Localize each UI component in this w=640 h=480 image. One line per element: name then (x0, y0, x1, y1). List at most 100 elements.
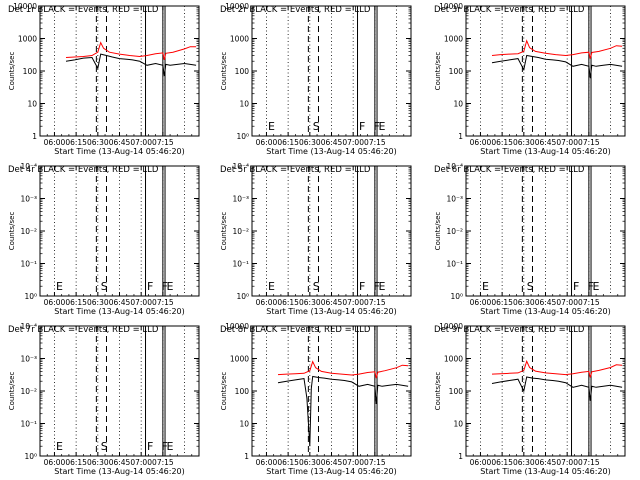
flag-label: S (101, 280, 108, 293)
x-tick-label: 06:15 (277, 298, 299, 307)
y-tick-label: 10⁻³ (232, 195, 249, 204)
flag-label: F (359, 280, 365, 293)
flag-label: E (56, 280, 63, 293)
flag-label: F (147, 440, 153, 453)
flag-label: E (593, 280, 600, 293)
y-tick-label: 10⁻³ (20, 195, 37, 204)
flag-label: F (359, 120, 365, 133)
x-tick-label: 06:15 (277, 138, 299, 147)
y-axis-label: Counts/sec (8, 52, 16, 91)
panel-title: Det 8r BLACK = Events, RED = LLD (220, 325, 371, 335)
y-tick-label: 10000 (439, 322, 463, 331)
x-axis-label: Start Time (13-Aug-14 05:46:20) (54, 467, 185, 476)
y-tick-label: 100 (449, 387, 464, 396)
y-axis-label: Counts/sec (434, 372, 442, 411)
y-tick-label: 10⁰ (24, 452, 37, 461)
y-tick-label: 10⁻⁴ (20, 162, 37, 171)
flag-label: E (167, 280, 174, 293)
y-tick-label: 100 (235, 387, 250, 396)
panel-title: Det 1r BLACK = Events, RED = LLD (8, 5, 159, 15)
events-series-line (491, 376, 623, 401)
x-tick-label: 07:15 (364, 298, 386, 307)
y-tick-label: 10⁻³ (20, 355, 37, 364)
y-tick-label: 10 (453, 100, 463, 109)
x-tick-label: 06:45 (321, 298, 343, 307)
x-axis-label: Start Time (13-Aug-14 05:46:20) (480, 147, 611, 156)
x-tick-label: 06:30 (513, 458, 535, 467)
x-tick-label: 07:00 (130, 138, 152, 147)
y-tick-label: 10⁰ (450, 292, 463, 301)
x-tick-label: 06:15 (65, 458, 87, 467)
panel-det-3: Det 3r BLACK = Events, RED = LLD10000100… (434, 2, 626, 156)
y-tick-label: 10⁻⁴ (232, 162, 249, 171)
events-series-line (491, 54, 623, 79)
y-tick-label: 10⁰ (236, 292, 249, 301)
x-tick-label: 06:15 (491, 298, 513, 307)
x-tick-label: 06:45 (109, 298, 131, 307)
y-axis-label: Counts/sec (220, 212, 228, 251)
x-tick-label: 06:30 (299, 298, 321, 307)
lld-series-line (491, 359, 623, 378)
x-tick-label: 06:45 (109, 458, 131, 467)
x-tick-label: 07:15 (152, 458, 174, 467)
y-tick-label: 10⁰ (24, 292, 37, 301)
plot-frame (251, 325, 412, 457)
x-tick-label: 07:15 (578, 298, 600, 307)
flag-label: S (101, 440, 108, 453)
y-tick-label: 100 (449, 67, 464, 76)
x-tick-label: 07:00 (556, 298, 578, 307)
panel-title: Det 3r BLACK = Events, RED = LLD (434, 5, 585, 15)
x-axis-label: Start Time (13-Aug-14 05:46:20) (54, 147, 185, 156)
x-tick-label: 06:45 (535, 298, 557, 307)
plot-frame (465, 5, 626, 137)
plot-frame (465, 325, 626, 457)
x-tick-label: 07:15 (578, 458, 600, 467)
x-tick-label: 06:30 (87, 138, 109, 147)
panel-title: Det 5r BLACK = Events, RED = LLD (220, 165, 371, 175)
y-tick-label: 10⁻² (20, 227, 37, 236)
x-tick-label: 06:30 (513, 298, 535, 307)
y-tick-label: 1 (458, 452, 463, 461)
panel-title: Det 7r BLACK = Events, RED = LLD (8, 325, 159, 335)
y-tick-label: 10⁰ (236, 132, 249, 141)
x-axis-label: Start Time (13-Aug-14 05:46:20) (54, 307, 185, 316)
x-tick-label: 06:00 (256, 138, 278, 147)
x-tick-label: 06:15 (491, 138, 513, 147)
y-axis-label: Counts/sec (220, 372, 228, 411)
x-tick-label: 07:15 (364, 458, 386, 467)
x-tick-label: 06:30 (299, 138, 321, 147)
panel-title: Det 9r BLACK = Events, RED = LLD (434, 325, 585, 335)
panel-title: Det 6r BLACK = Events, RED = LLD (434, 165, 585, 175)
x-tick-label: 06:30 (87, 458, 109, 467)
plot-frame (39, 325, 200, 457)
plot-frame (39, 165, 200, 297)
events-series-line (65, 53, 197, 77)
y-tick-label: 10⁻² (446, 227, 463, 236)
x-tick-label: 06:00 (470, 458, 492, 467)
x-tick-label: 07:00 (130, 458, 152, 467)
x-tick-label: 07:00 (342, 298, 364, 307)
x-tick-label: 06:00 (44, 138, 66, 147)
x-tick-label: 07:00 (556, 138, 578, 147)
flag-label: S (313, 120, 320, 133)
y-tick-label: 10000 (13, 2, 37, 11)
flag-label: F (161, 280, 167, 293)
y-tick-label: 10000 (439, 2, 463, 11)
y-axis-label: Counts/sec (434, 212, 442, 251)
y-axis-label: Counts/sec (8, 212, 16, 251)
x-tick-label: 06:00 (44, 298, 66, 307)
x-tick-label: 06:45 (109, 138, 131, 147)
x-tick-label: 06:30 (513, 138, 535, 147)
events-series-line (277, 375, 409, 447)
x-tick-label: 06:00 (44, 458, 66, 467)
x-tick-label: 06:45 (321, 458, 343, 467)
y-tick-label: 10 (453, 420, 463, 429)
flag-label: F (373, 280, 379, 293)
y-tick-label: 10⁻⁴ (446, 162, 463, 171)
y-tick-label: 100 (235, 67, 250, 76)
y-axis-label: Counts/sec (434, 52, 442, 91)
x-tick-label: 06:00 (256, 458, 278, 467)
